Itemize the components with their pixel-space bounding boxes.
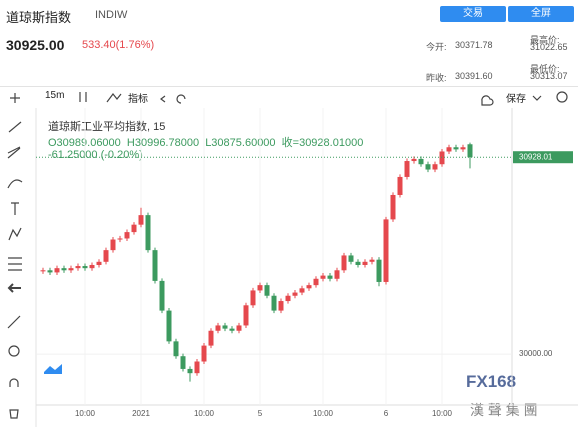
candle-body	[138, 215, 144, 225]
indicators[interactable]: 指标	[128, 94, 148, 105]
last-price-box	[513, 151, 573, 164]
candle-body	[341, 255, 347, 271]
candle-body	[152, 250, 158, 281]
x-tick-label: 10:00	[313, 409, 334, 418]
stat-label: 最低价:	[530, 64, 560, 74]
candle-body	[369, 259, 375, 262]
candle-body	[334, 270, 340, 279]
legend-name: 道琼斯工业平均指数, 15	[48, 121, 166, 133]
fullscreen-button[interactable]: 全屏	[508, 6, 574, 22]
candle-body	[117, 238, 123, 240]
candle-body	[166, 310, 172, 342]
watermark-logo: FX168	[466, 372, 517, 391]
candle-body	[215, 325, 221, 331]
candle-body	[418, 158, 424, 165]
candle-body	[229, 328, 235, 331]
candle-body	[103, 250, 109, 262]
candle-body	[194, 361, 200, 374]
candle-body	[68, 268, 74, 271]
candle-body	[278, 301, 284, 311]
divider	[0, 86, 578, 87]
candle-body	[411, 158, 417, 162]
candle-body	[61, 268, 67, 271]
x-tick-label: 10:00	[194, 409, 215, 418]
candle-body	[96, 261, 102, 265]
candle-body	[250, 290, 256, 306]
candle-body	[236, 325, 242, 331]
candle-body	[355, 261, 361, 265]
candle-body	[47, 270, 53, 273]
stat-value: 30371.78	[455, 40, 493, 50]
legend-ohlc: O30989.06000 H30996.78000 L30875.60000 收…	[48, 137, 364, 149]
price: 30925.00	[6, 37, 65, 53]
candle-body	[348, 255, 354, 262]
candle-body	[285, 295, 291, 302]
candle-body	[404, 161, 410, 177]
y-tick-label: 30000.00	[519, 349, 553, 358]
candle-body	[54, 268, 60, 273]
x-tick-label: 10:00	[432, 409, 453, 418]
candle-body	[271, 295, 277, 311]
candle-body	[173, 341, 179, 357]
candle-body	[180, 356, 186, 369]
candle-body	[320, 275, 326, 279]
x-tick-label: 6	[384, 409, 389, 418]
candle-body	[397, 176, 403, 195]
symbol: INDIW	[95, 9, 128, 21]
candle-body	[110, 239, 116, 251]
candle-body	[432, 164, 438, 170]
candle-body	[131, 224, 137, 233]
candle-body	[264, 285, 270, 296]
candle-body	[40, 270, 46, 272]
candle-body	[82, 266, 88, 269]
candle-body	[390, 194, 396, 220]
save[interactable]: 保存	[506, 94, 526, 105]
watermark-text: 漢 聲 集 團	[470, 402, 538, 418]
stat-value: 30391.60	[455, 71, 493, 81]
candle-body	[208, 330, 214, 346]
candle-body	[439, 151, 445, 165]
candle-body	[257, 285, 263, 291]
candle-body	[313, 278, 319, 286]
candle-body	[362, 261, 368, 265]
interval[interactable]: 15m	[45, 90, 65, 101]
candle-body	[327, 275, 333, 279]
candle-body	[75, 266, 81, 269]
candle-body	[460, 147, 466, 150]
trade-button[interactable]: 交易	[440, 6, 506, 22]
candle-body	[89, 264, 95, 269]
candle-body	[201, 345, 207, 362]
stat-value: 30313.07	[530, 71, 568, 81]
x-tick-label: 5	[258, 409, 263, 418]
x-tick-label: 2021	[132, 409, 150, 418]
candle-body	[453, 147, 459, 150]
candle-body	[425, 164, 431, 170]
candle-body	[376, 259, 382, 282]
candle-body	[446, 147, 452, 152]
legend-change: -61.25000 (-0.20%)	[48, 149, 143, 161]
stat-label: 昨收:	[426, 73, 447, 83]
stat-value: 31022.65	[530, 42, 568, 52]
candle-body	[299, 288, 305, 293]
candle-body	[383, 219, 389, 282]
candle-body	[306, 285, 312, 289]
last-price-label: 30928.01	[519, 152, 553, 161]
title: 道琼斯指数	[6, 10, 72, 25]
candle-body	[159, 280, 165, 311]
candle-body	[222, 325, 228, 329]
candle-body	[187, 368, 193, 374]
candle-body	[467, 144, 473, 158]
candle-body	[243, 305, 249, 326]
stat-label: 今开:	[426, 42, 447, 52]
stat-label: 最高价:	[530, 35, 560, 45]
x-tick-label: 10:00	[75, 409, 96, 418]
change: 533.40(1.76%)	[82, 39, 155, 51]
candle-body	[292, 292, 298, 296]
candle-body	[145, 215, 151, 251]
logo-icon	[44, 364, 62, 374]
candle-body	[124, 232, 130, 239]
